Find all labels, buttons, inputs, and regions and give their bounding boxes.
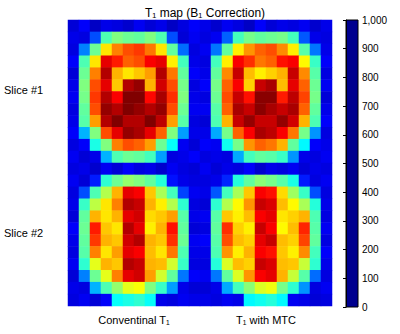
- svg-text:300: 300: [362, 215, 379, 226]
- svg-text:600: 600: [362, 129, 379, 140]
- svg-text:1,000: 1,000: [362, 15, 387, 26]
- svg-text:Slice #2: Slice #2: [4, 227, 43, 239]
- svg-text:100: 100: [362, 273, 379, 284]
- svg-text:200: 200: [362, 244, 379, 255]
- svg-text:500: 500: [362, 158, 379, 169]
- svg-text:Conventinal T₁: Conventinal T₁: [98, 314, 170, 326]
- svg-text:T₁ with MTC: T₁ with MTC: [236, 314, 296, 326]
- svg-text:T₁ map (B₁ Correction): T₁ map (B₁ Correction): [145, 6, 265, 20]
- svg-text:900: 900: [362, 43, 379, 54]
- svg-text:800: 800: [362, 72, 379, 83]
- svg-text:0: 0: [362, 302, 368, 313]
- svg-text:Slice #1: Slice #1: [4, 84, 43, 96]
- svg-text:700: 700: [362, 101, 379, 112]
- svg-text:400: 400: [362, 187, 379, 198]
